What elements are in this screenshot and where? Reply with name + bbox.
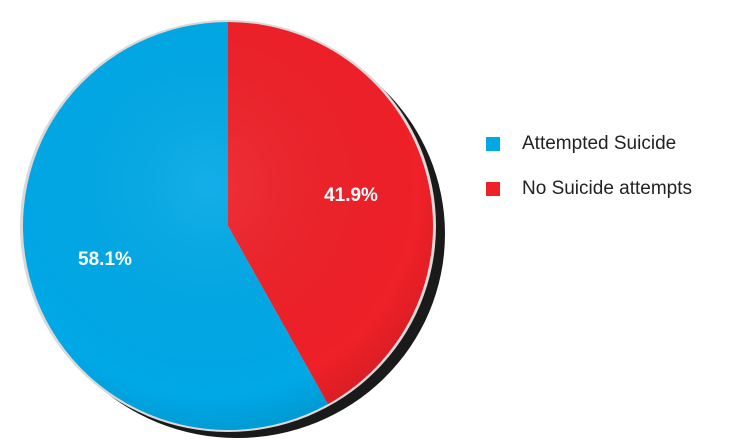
legend-item-attempted-suicide: Attempted Suicide (486, 130, 736, 158)
legend-swatch-attempted-suicide (486, 137, 500, 151)
legend-item-no-suicide-attempts: No Suicide attempts (486, 175, 736, 203)
pie-data-label: 58.1% (78, 249, 132, 270)
pie-data-label: 41.9% (324, 185, 378, 206)
legend-label: No Suicide attempts (522, 178, 693, 199)
legend-label: Attempted Suicide (522, 133, 677, 154)
pie-data-labels: 41.9% 58.1% (78, 185, 378, 270)
pie-shading (23, 22, 433, 430)
legend-swatch-no-suicide-attempts (486, 182, 500, 196)
chart-legend: Attempted Suicide No Suicide attempts (486, 130, 736, 220)
